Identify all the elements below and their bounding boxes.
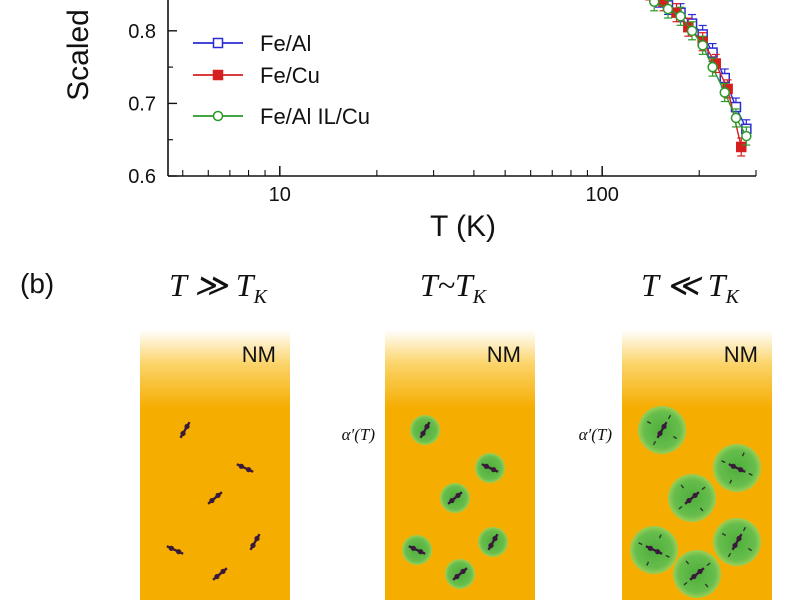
regime-title: T ≪ TK [641,267,741,308]
x-tick-label: 100 [585,184,618,206]
impurity-spin [402,535,432,565]
regime-columns: T ≫ TK NM T~TK NM α′(T) T ≪ TK NM α′(T) [140,267,772,600]
legend-marker [212,37,224,49]
impurity-spin [249,533,261,551]
impurity-spin [445,559,475,589]
impurity-spin [638,406,686,454]
nm-label: NM [724,342,758,367]
data-point [730,112,742,124]
regime-column-3: T ≪ TK NM α′(T) [579,267,772,600]
impurity-spin [478,527,508,557]
x-tick-labels: 10 100 [269,184,619,206]
legend-label: Fe/Al [260,31,311,56]
impurity-spin [179,421,191,439]
impurity-spin [475,453,505,483]
data-point [697,40,708,51]
regime-column-1: T ≫ TK NM [140,267,290,600]
impurity-spin [713,444,761,492]
impurity-spin [207,491,223,505]
y-tick-label: 0.7 [128,93,156,115]
impurity-spin [673,550,721,598]
impurity-spin [440,483,470,513]
data-point [707,61,718,73]
panel-b-schematic: (b) T ≫ TK NM T~TK NM α′(T) T ≪ TK NM α′(T) [20,267,772,600]
data-point [735,141,747,153]
data-point [686,25,698,37]
impurity-spin [713,518,761,566]
legend-entry: Fe/Al [193,31,311,56]
y-tick-labels: 0.6 0.7 0.8 [128,21,156,188]
series-fe-al-il-cu [648,0,752,146]
data-point [741,130,752,142]
data-point [719,87,731,98]
impurity-spin [630,526,678,574]
x-tick-label: 10 [269,184,291,206]
x-axis-label: T (K) [430,210,496,243]
impurity-spin [166,545,184,555]
legend-label: Fe/Cu [260,63,320,88]
y-axis-label: Scaled [62,9,95,101]
alpha-prime-label: α′(T) [579,425,613,444]
impurity-spin [668,474,716,522]
data-point [675,11,686,22]
nm-label: NM [487,342,521,367]
data-point [662,3,674,15]
impurity-spin [236,463,254,473]
regime-title: T ≫ TK [169,267,269,308]
impurity-spin [410,415,440,445]
panel-a-chart: Scaled 0.60.70.8 10 100 T (K) Fe/AlFe/CuF… [62,0,757,243]
legend-label: Fe/Al IL/Cu [260,104,370,129]
nm-layer [140,330,290,600]
legend-entry: Fe/Al IL/Cu [193,104,370,129]
alpha-prime-label: α′(T) [342,425,376,444]
legend-marker [212,110,224,122]
legend: Fe/Al Fe/Cu Fe/Al IL/Cu [193,31,370,129]
nm-label: NM [242,342,276,367]
data-point [648,0,660,8]
legend-marker [212,69,224,81]
legend-entry: Fe/Cu [193,63,320,88]
regime-column-2: T~TK NM α′(T) [342,267,535,600]
panel-b-label: (b) [20,268,54,299]
y-tick-label: 0.8 [128,21,156,43]
regime-title: T~TK [420,267,488,308]
y-tick-label: 0.6 [128,166,156,188]
plot-series [645,0,752,157]
plot-axes [167,0,757,177]
impurity-spin [212,567,228,581]
